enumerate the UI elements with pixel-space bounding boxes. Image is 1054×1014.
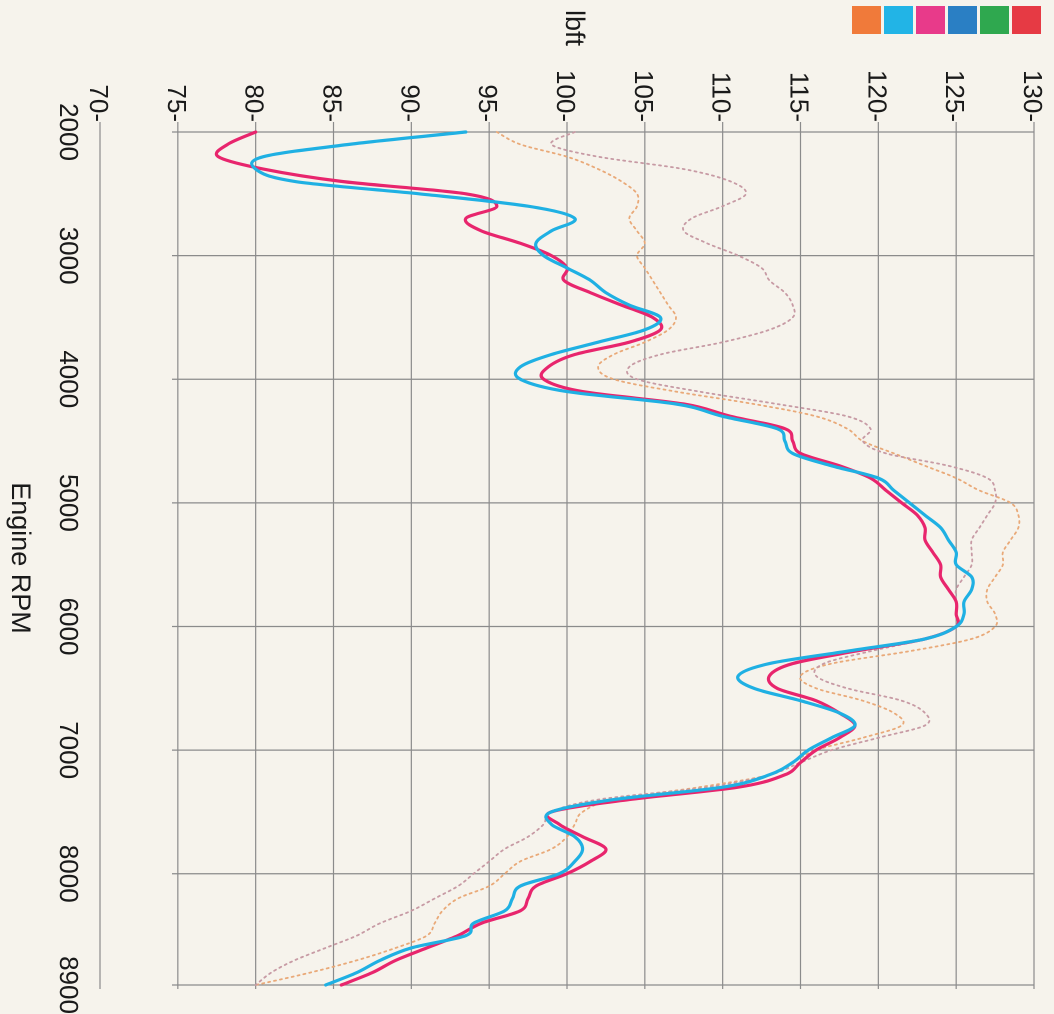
legend-swatch-4 (948, 6, 977, 34)
legend-swatch-3 (916, 6, 945, 34)
x-axis-title: Engine RPM (6, 482, 36, 634)
series-line-4 (254, 131, 997, 986)
x-tick-label: 6000 (54, 598, 84, 656)
x-tick-label: 7000 (54, 721, 84, 779)
series-line-3 (254, 131, 1021, 986)
series-line-2 (250, 130, 975, 987)
y-tick-label: 100- (551, 70, 581, 122)
x-tick-labels: 2000 3000 4000 5000 6000 7000 8000 8900 (54, 103, 84, 1014)
y-tick-labels: 70- 75- 80- 85- 90- 95- 100- 105- 110- 115- 120- 12… (84, 70, 1048, 122)
legend-swatch-5 (980, 6, 1009, 34)
legend-swatch-1 (852, 6, 881, 34)
x-tick-label: 4000 (54, 350, 84, 408)
y-tick-label: 80- (240, 84, 270, 122)
y-tick-label: 105- (629, 70, 659, 122)
x-tick-label: 8900 (54, 956, 84, 1014)
legend-swatch-6 (1012, 6, 1041, 34)
series-lines (214, 130, 1021, 987)
legend-swatches (852, 6, 1041, 34)
x-tick-label: 2000 (54, 103, 84, 161)
y-tick-label: 125- (940, 70, 970, 122)
y-axis-title: lbft (560, 10, 590, 47)
y-tick-label: 75- (162, 84, 192, 122)
y-tick-label: 110- (707, 72, 737, 122)
y-tick-label: 70- (84, 84, 114, 122)
x-tick-label: 3000 (54, 227, 84, 285)
y-tick-label: 95- (473, 84, 503, 122)
x-tick-label: 5000 (54, 474, 84, 532)
x-tick-label: 8000 (54, 845, 84, 903)
y-tick-label: 115- (785, 72, 815, 122)
y-tick-label: 90- (395, 84, 425, 122)
y-tick-label: 85- (318, 84, 348, 122)
y-tick-label: 130- (1018, 70, 1048, 122)
gridlines (99, 122, 1035, 989)
legend-swatch-2 (884, 6, 913, 34)
y-tick-label: 120- (862, 70, 892, 122)
